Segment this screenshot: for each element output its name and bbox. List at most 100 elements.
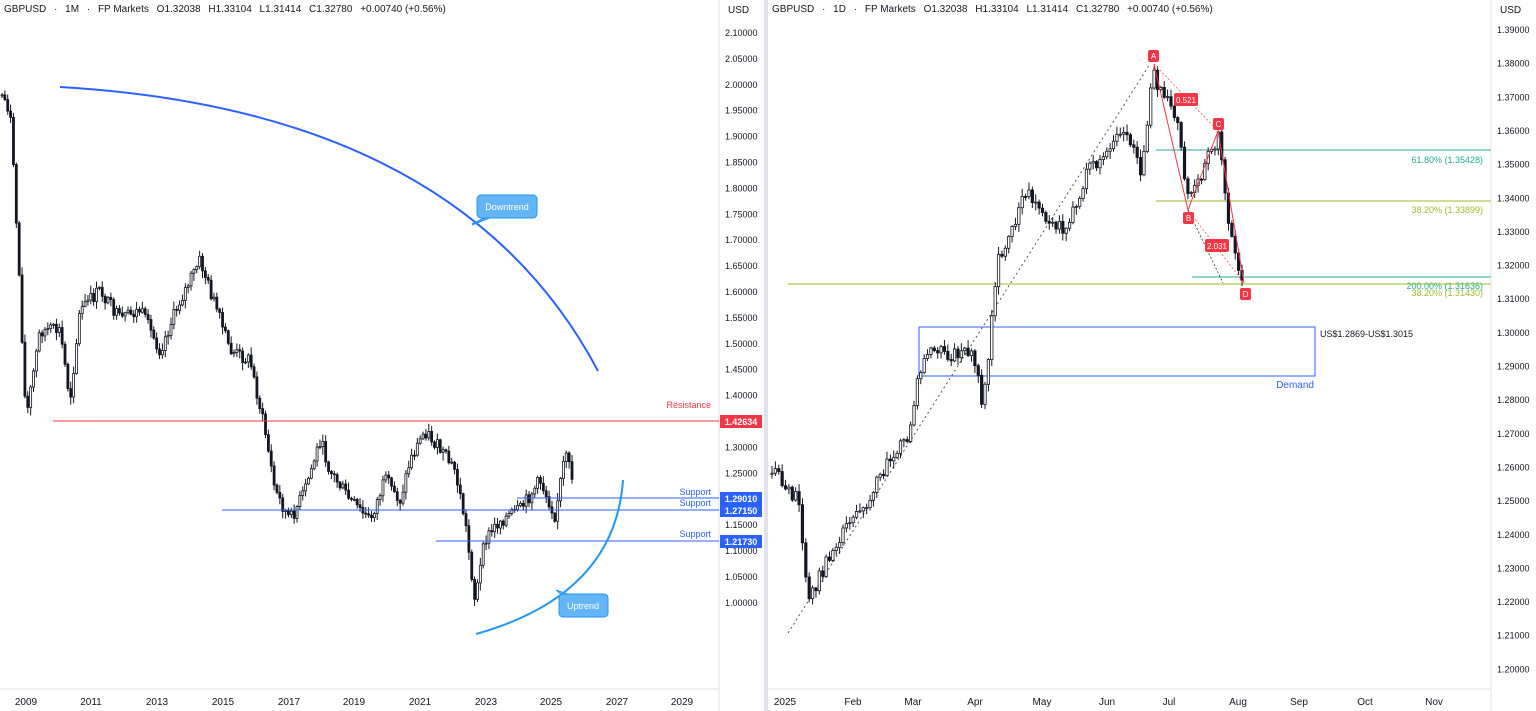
candle-body (149, 319, 153, 331)
candle-body (418, 438, 422, 444)
trend-dotted-line[interactable] (787, 63, 1151, 634)
price-tick: 1.32000 (1497, 261, 1530, 271)
uptrend-curve[interactable] (475, 479, 624, 635)
interval[interactable]: 1M (65, 4, 80, 15)
candle-body (1132, 144, 1136, 148)
price-tick: 1.37000 (1497, 92, 1530, 102)
candle-body (1122, 131, 1126, 135)
currency-label[interactable]: USD (728, 5, 750, 16)
candle-body (332, 473, 336, 476)
candle-body (238, 349, 242, 352)
demand-zone[interactable] (918, 326, 1316, 377)
candle-body (983, 383, 987, 405)
monthly-chart-panel[interactable]: GBPUSD · 1M · FP Markets O1.32038 H1.331… (0, 0, 764, 711)
symbol[interactable]: GBPUSD (4, 4, 47, 15)
svg-text:B: B (1186, 214, 1191, 223)
candle-body (976, 365, 980, 376)
candle-body (32, 370, 35, 388)
candle-body (848, 522, 852, 525)
candle-body (60, 327, 64, 345)
candle-body (498, 520, 502, 529)
ratio-bd-badge[interactable]: 2.031 (1205, 239, 1229, 252)
svg-text:2.031: 2.031 (1207, 242, 1228, 251)
svg-text:C: C (1216, 120, 1222, 129)
candle-body (155, 337, 159, 350)
price-tick: 1.25000 (725, 468, 758, 478)
candle-body (103, 295, 107, 304)
time-axis[interactable]: 2009 2011 2013 2015 2017 2019 2021 2023 2025 2027… (15, 697, 694, 708)
candle-body (275, 484, 279, 493)
candle-body (321, 441, 325, 448)
candle-body (919, 372, 923, 380)
candle-body (178, 304, 181, 311)
downtrend-callout[interactable]: Downtrend (471, 194, 538, 226)
candle-body (327, 461, 330, 472)
candle-body (23, 341, 27, 397)
uptrend-callout[interactable]: Uptrend (555, 589, 609, 618)
candle-body (89, 293, 93, 301)
candle-body (395, 491, 399, 501)
price-tick: 1.29000 (1497, 362, 1530, 372)
time-tick: May (1033, 697, 1052, 708)
candle-body (507, 513, 511, 517)
point-b-marker[interactable]: B (1183, 212, 1194, 224)
panel-divider[interactable] (764, 0, 768, 711)
price-axis[interactable]: 2.10000 2.05000 2.00000 1.95000 1.90000 1.850… (725, 28, 758, 608)
time-axis[interactable]: 2025 Feb Mar Apr May Jun Jul Aug Sep Oct Nov (774, 697, 1443, 708)
symbol[interactable]: GBPUSD (772, 4, 815, 15)
ratio-xb-badge[interactable]: 0.521 (1174, 93, 1198, 106)
support-price-text-2: 1.27150 (725, 506, 758, 516)
currency-label[interactable]: USD (1500, 5, 1522, 16)
point-a-marker[interactable]: A (1148, 50, 1159, 62)
price-tick: 1.23000 (1497, 563, 1530, 573)
candle-body (86, 299, 90, 303)
time-tick: Oct (1357, 697, 1373, 708)
interval[interactable]: 1D (833, 4, 846, 15)
candle-body (235, 349, 239, 353)
monthly-chart-canvas[interactable]: 2.10000 2.05000 2.00000 1.95000 1.90000 1.850… (0, 0, 764, 711)
candle-body (1051, 221, 1055, 224)
candle-body (387, 474, 391, 479)
time-tick: 2023 (475, 697, 498, 708)
time-tick: Feb (844, 697, 862, 708)
candle-body (932, 347, 936, 352)
candle-body (814, 587, 818, 592)
support-label-1: Support (679, 487, 711, 497)
candle-body (547, 496, 551, 508)
resistance-price-tag (720, 415, 762, 428)
candle-body (249, 354, 253, 368)
candle-body (1105, 150, 1109, 158)
point-d-marker[interactable]: D (1240, 288, 1251, 300)
candle-body (1061, 221, 1065, 234)
price-axis[interactable]: 1.39000 1.38000 1.37000 1.36000 1.35000 1.340… (1497, 25, 1530, 674)
daily-chart-panel[interactable]: GBPUSD · 1D · FP Markets O1.32038 H1.331… (768, 0, 1536, 711)
candle-body (993, 286, 997, 317)
candle-body (1135, 146, 1139, 158)
price-tick: 1.22000 (1497, 597, 1530, 607)
downtrend-curve[interactable] (59, 86, 599, 372)
time-tick: 2015 (212, 697, 235, 708)
candle-body (69, 388, 73, 398)
point-c-marker[interactable]: C (1213, 118, 1224, 130)
candle-body (264, 413, 267, 436)
time-tick: Jul (1163, 697, 1176, 708)
candle-body (504, 515, 508, 526)
candle-body (344, 483, 348, 491)
candle-body (969, 350, 974, 356)
price-tick: 1.31000 (1497, 294, 1530, 304)
candle-body (902, 439, 906, 442)
high-value: H1.33104 (208, 4, 252, 15)
candle-body (175, 309, 179, 311)
candle-body (980, 374, 984, 405)
candle-body (378, 495, 382, 501)
candle-body (14, 164, 18, 224)
uptrend-label: Uptrend (567, 601, 599, 611)
candle-body (973, 350, 977, 367)
candle-body (1023, 196, 1028, 198)
candle-body (885, 458, 889, 477)
candle-body (215, 296, 219, 310)
candle-body (898, 440, 903, 454)
candle-body (516, 505, 519, 510)
legend-header: GBPUSD · 1M · FP Markets O1.32038 H1.331… (4, 4, 446, 15)
daily-chart-canvas[interactable]: 1.39000 1.38000 1.37000 1.36000 1.35000 1.340… (768, 0, 1536, 711)
